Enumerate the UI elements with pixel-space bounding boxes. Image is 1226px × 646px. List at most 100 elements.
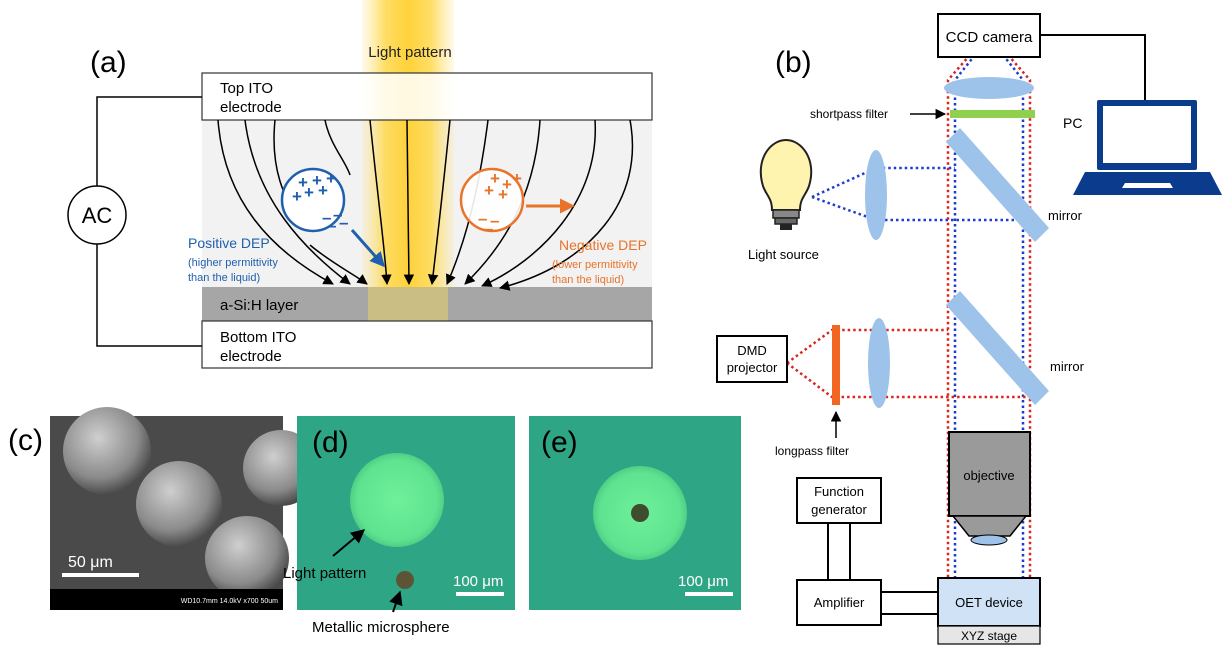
objective-nose bbox=[951, 515, 1028, 537]
amplifier bbox=[796, 579, 882, 626]
longpass-filter bbox=[832, 325, 840, 405]
svg-text:+: + bbox=[512, 169, 522, 188]
scale-bar-d bbox=[456, 592, 504, 596]
svg-text:–: – bbox=[327, 216, 336, 235]
scale-bar-e-label: 100 μm bbox=[678, 573, 728, 590]
positive-dep-detail-2: than the liquid) bbox=[188, 272, 260, 284]
xyz-stage-label: XYZ stage bbox=[961, 629, 1017, 643]
function-generator bbox=[796, 477, 882, 524]
asi-layer-label: a-Si:H layer bbox=[220, 297, 298, 314]
illumination-lens bbox=[865, 150, 887, 240]
function-generator-label-1: Function bbox=[814, 484, 864, 499]
panel-b-label: (b) bbox=[775, 46, 812, 79]
microsphere-label: Metallic microsphere bbox=[312, 619, 450, 636]
negative-dep-title: Negative DEP bbox=[559, 237, 647, 253]
svg-text:+: + bbox=[326, 169, 336, 188]
ac-wire-top bbox=[96, 96, 202, 186]
microsphere-d bbox=[396, 571, 414, 589]
panel-c: (c) WD10.7mm 14.0kV x700 50um 50 μm bbox=[8, 407, 319, 610]
top-ito-electrode bbox=[201, 72, 653, 121]
svg-text:–: – bbox=[322, 208, 331, 227]
positive-dep-particle bbox=[280, 167, 346, 233]
oet-device bbox=[937, 577, 1041, 627]
svg-text:–: – bbox=[490, 211, 499, 230]
bottom-electrode-line1: Bottom ITO bbox=[220, 329, 296, 346]
mirror-bottom-label: mirror bbox=[1050, 359, 1085, 374]
panel-e-label: (e) bbox=[541, 426, 578, 459]
top-electrode-line2: electrode bbox=[220, 99, 282, 116]
negative-dep-detail-2: than the liquid) bbox=[552, 274, 624, 286]
pc-laptop-icon bbox=[1073, 100, 1222, 195]
function-generator-label-2: generator bbox=[811, 502, 867, 517]
pc-label: PC bbox=[1063, 115, 1082, 131]
panel-a-label: (a) bbox=[90, 46, 127, 79]
svg-text:–: – bbox=[478, 209, 487, 228]
positive-minus-charges: – – – – bbox=[322, 205, 348, 235]
positive-dep-title: Positive DEP bbox=[188, 235, 270, 251]
ccd-pc-cable bbox=[1040, 34, 1146, 100]
ac-label: AC bbox=[82, 203, 113, 228]
svg-text:–: – bbox=[484, 219, 493, 238]
svg-text:–: – bbox=[333, 205, 342, 224]
svg-text:+: + bbox=[298, 173, 308, 192]
positive-charges: + + + + + + bbox=[292, 169, 336, 206]
light-spot-d bbox=[350, 453, 444, 547]
objective-label: objective bbox=[963, 468, 1014, 483]
svg-text:+: + bbox=[318, 181, 328, 200]
svg-text:+: + bbox=[502, 175, 512, 194]
mirror-bottom bbox=[946, 291, 1049, 405]
panel-c-label: (c) bbox=[8, 424, 43, 457]
light-bulb-icon bbox=[759, 138, 813, 230]
objective-front-lens bbox=[970, 534, 1008, 546]
negative-dep-detail-1: (lower permittivity bbox=[552, 259, 638, 271]
tube-lens bbox=[944, 77, 1034, 99]
svg-text:+: + bbox=[498, 185, 508, 204]
microsphere-e bbox=[631, 504, 649, 522]
shortpass-filter-label: shortpass filter bbox=[810, 107, 888, 121]
panel-d-label: (d) bbox=[312, 426, 349, 459]
dmd-label-1: DMD bbox=[737, 343, 767, 358]
scale-bar-e bbox=[685, 592, 733, 596]
scale-bar-c bbox=[62, 573, 139, 577]
negative-minus-charges: – – – bbox=[478, 209, 499, 238]
svg-text:–: – bbox=[339, 213, 348, 232]
projection-lens bbox=[868, 318, 890, 408]
dmd-projector bbox=[716, 335, 788, 383]
panel-b: (b) CCD camera PC bbox=[716, 13, 1222, 645]
light-source-label: Light source bbox=[748, 247, 819, 262]
top-electrode-line1: Top ITO bbox=[220, 80, 273, 97]
panel-e: (e) 100 μm bbox=[529, 416, 741, 610]
asi-illuminated-region bbox=[368, 287, 448, 321]
mirror-top bbox=[946, 128, 1049, 242]
ccd-camera bbox=[937, 13, 1041, 58]
ccd-camera-label: CCD camera bbox=[946, 29, 1033, 46]
shortpass-filter bbox=[950, 110, 1035, 118]
svg-text:+: + bbox=[490, 169, 500, 188]
sem-info-text: WD10.7mm 14.0kV x700 50um bbox=[181, 598, 278, 605]
scale-bar-d-label: 100 μm bbox=[453, 573, 503, 590]
panel-a: (a) Light pattern Top ITO electrode a-Si… bbox=[67, 0, 653, 369]
amplifier-label: Amplifier bbox=[814, 595, 865, 610]
dmd-label-2: projector bbox=[727, 360, 778, 375]
light-pattern-arrow bbox=[332, 529, 366, 557]
bottom-ito-electrode bbox=[201, 320, 653, 369]
objective bbox=[948, 431, 1031, 517]
panel-d: (d) Light pattern Metallic microsphere 1… bbox=[283, 416, 515, 636]
mirror-top-label: mirror bbox=[1048, 208, 1083, 223]
ac-source bbox=[67, 185, 127, 245]
ac-wire-bottom bbox=[96, 244, 202, 347]
bottom-electrode-line2: electrode bbox=[220, 348, 282, 365]
sem-info-bar bbox=[50, 589, 283, 610]
svg-text:+: + bbox=[484, 181, 494, 200]
scale-bar-c-label: 50 μm bbox=[68, 554, 113, 571]
longpass-filter-label: longpass filter bbox=[775, 444, 849, 458]
microsphere-arrow bbox=[389, 590, 403, 613]
positive-dep-arrow bbox=[350, 229, 385, 268]
svg-text:+: + bbox=[312, 171, 322, 190]
svg-text:+: + bbox=[292, 187, 302, 206]
svg-text:+: + bbox=[304, 183, 314, 202]
oet-device-label: OET device bbox=[955, 595, 1023, 610]
negative-dep-particle bbox=[459, 167, 525, 233]
negative-plus-charges: + + + + + bbox=[484, 169, 522, 204]
